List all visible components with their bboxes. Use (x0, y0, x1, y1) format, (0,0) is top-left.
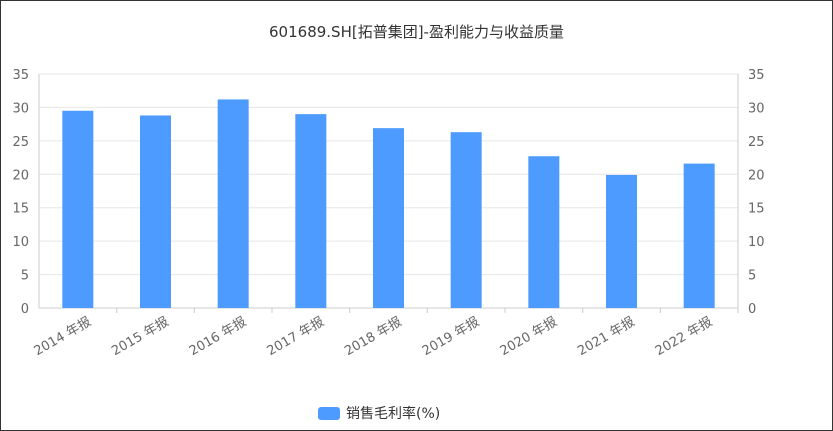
y-tick-label-left: 10 (12, 235, 29, 250)
y-tick-label-left: 25 (12, 135, 29, 150)
y-tick-label-left: 20 (12, 168, 29, 183)
x-tick-label: 2021 年报 (575, 314, 637, 359)
y-tick-label-left: 5 (21, 269, 29, 284)
bar (140, 115, 171, 308)
y-tick-label-right: 25 (748, 135, 765, 150)
x-tick-label: 2017 年报 (265, 314, 327, 359)
chart-legend[interactable]: 销售毛利率(%) (318, 403, 440, 423)
y-tick-label-right: 15 (748, 202, 765, 217)
x-tick-label: 2015 年报 (109, 314, 171, 359)
y-tick-label-right: 0 (748, 302, 756, 317)
bar (62, 110, 94, 309)
bar (528, 156, 560, 308)
bar (683, 163, 715, 308)
x-tick-label: 2014 年报 (32, 314, 94, 359)
y-tick-label-left: 15 (12, 202, 29, 217)
y-tick-label-right: 30 (748, 101, 765, 116)
bar (450, 132, 482, 308)
y-tick-label-left: 0 (21, 302, 29, 317)
bar (217, 99, 249, 308)
x-tick-label: 2020 年报 (498, 314, 560, 359)
y-tick-label-right: 10 (748, 235, 765, 250)
chart-title: 601689.SH[拓普集团]-盈利能力与收益质量 (269, 23, 564, 41)
y-tick-label-left: 35 (12, 68, 29, 83)
y-tick-label-left: 30 (12, 101, 29, 116)
legend-label: 销售毛利率(%) (346, 406, 441, 422)
x-tick-label: 2016 年报 (187, 314, 249, 359)
bar (373, 128, 404, 308)
y-tick-label-right: 20 (748, 168, 765, 183)
y-tick-label-right: 35 (748, 68, 765, 83)
x-tick-label: 2019 年报 (420, 314, 482, 359)
bar (606, 174, 637, 308)
x-tick-label: 2018 年报 (342, 314, 404, 359)
x-tick-label: 2022 年报 (653, 314, 715, 359)
y-tick-label-right: 5 (748, 269, 756, 284)
bar (295, 114, 327, 308)
legend-swatch (318, 406, 340, 420)
